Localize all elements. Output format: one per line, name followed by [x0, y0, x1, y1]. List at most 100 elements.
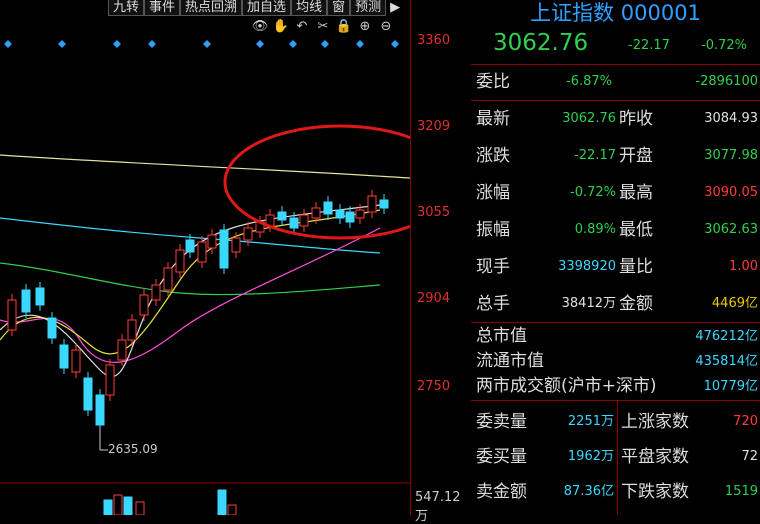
quote-label: 振幅	[476, 220, 510, 240]
ma-line-yellow-long	[0, 154, 411, 179]
quote-panel: 上证指数 000001 3062.76 -22.17 -0.72% 委比 -6.…	[471, 0, 760, 515]
candle-body	[335, 209, 345, 219]
quote-label: 最高	[619, 183, 653, 203]
event-marker	[391, 40, 399, 48]
price-tick: 3360	[417, 33, 451, 48]
quote-value: 3084.93	[704, 111, 758, 126]
quote-label: 量比	[619, 257, 653, 277]
quote-value: -22.17	[574, 148, 616, 163]
add-watchlist-button[interactable]: 加自选	[242, 0, 292, 16]
breadth-label: 委买量	[476, 447, 527, 467]
quote-row: 最新 3062.76 昨收 3084.93	[471, 101, 760, 137]
quote-value: 3077.98	[704, 148, 758, 163]
quote-label: 涨幅	[476, 183, 510, 203]
candle-body	[95, 394, 105, 426]
quote-label: 最新	[476, 109, 510, 129]
scissors-icon[interactable]: ✂	[317, 18, 329, 34]
candle-body	[163, 267, 173, 291]
lock-icon[interactable]: 🔒	[335, 18, 353, 34]
market-label: 总市值	[476, 326, 527, 346]
volume-bar	[113, 494, 123, 516]
event-marker	[289, 40, 297, 48]
volume-bar	[227, 504, 237, 516]
window-button[interactable]: 窗	[327, 0, 351, 16]
event-marker	[148, 40, 156, 48]
event-marker	[321, 40, 329, 48]
event-marker	[356, 40, 364, 48]
candle-body	[151, 284, 161, 301]
event-marker	[113, 40, 121, 48]
quote-value: 3398920	[558, 259, 616, 274]
eye-icon[interactable]: 👁	[251, 18, 269, 34]
quote-value: 3062.63	[704, 222, 758, 237]
zoom-in-icon[interactable]: ⊕	[359, 18, 371, 34]
zoom-out-icon[interactable]: ⊖	[380, 18, 392, 34]
events-button[interactable]: 事件	[144, 0, 181, 16]
weibi-row: 委比 -6.87% -2896100	[471, 64, 760, 100]
quote-row: 现手 3398920 量比 1.00	[471, 249, 760, 285]
market-row: 流通市值 435814亿	[471, 349, 760, 374]
price-change: -22.17	[628, 38, 670, 53]
candle-body	[71, 349, 81, 373]
moving-average-button[interactable]: 均线	[291, 0, 328, 16]
candle-body	[243, 227, 253, 241]
quote-label: 开盘	[619, 146, 653, 166]
price-tick: 3055	[417, 205, 451, 220]
volume-bar	[217, 489, 227, 516]
ma-line-white	[0, 204, 381, 378]
candle-body	[175, 249, 185, 273]
candle-body	[197, 241, 207, 263]
price-tick: 2904	[417, 291, 451, 306]
quote-value: 3062.76	[562, 111, 616, 126]
quote-label: 最低	[619, 220, 653, 240]
ma-line-cyan	[0, 217, 381, 254]
breadth-label: 卖金额	[476, 482, 527, 502]
chart-toolbar: 九转 事件 热点回溯 加自选 均线 窗 预测 ▶	[108, 0, 405, 16]
quote-value: 1.00	[729, 259, 758, 274]
market-row: 总市值 476212亿	[471, 324, 760, 349]
candle-body	[207, 234, 217, 249]
breadth-label: 平盘家数	[621, 447, 689, 467]
quote-label: 金额	[619, 294, 653, 314]
candle-body	[117, 339, 127, 361]
kline-svg	[0, 40, 457, 516]
quote-value: 3090.05	[704, 185, 758, 200]
price-tick: 3209	[417, 119, 451, 134]
breadth-row: 委买量 1962万 平盘家数 72	[471, 439, 760, 475]
price-change-pct: -0.72%	[701, 38, 747, 53]
candle-body	[355, 209, 365, 219]
price-axis: 3360 3209 3055 2904 2750 547.12万	[410, 0, 472, 524]
breadth-row: 委卖量 2251万 上涨家数 720	[471, 404, 760, 440]
undo-icon[interactable]: ↶	[296, 18, 308, 34]
chart-tools: 👁 ✋ ↶ ✂ 🔒 ⊕ ⊖	[252, 18, 394, 34]
candle-body	[185, 239, 195, 253]
volume-bar	[135, 501, 145, 516]
candle-body	[379, 199, 389, 209]
forecast-button[interactable]: 预测	[350, 0, 387, 16]
quote-label: 昨收	[619, 109, 653, 129]
current-price: 3062.76	[493, 30, 589, 56]
candle-body	[7, 299, 17, 331]
breadth-row: 卖金额 87.36亿 下跌家数 1519	[471, 474, 760, 510]
quote-value: 4469亿	[711, 296, 758, 311]
nine-turn-button[interactable]: 九转	[108, 0, 145, 16]
play-icon[interactable]: ▶	[386, 0, 405, 15]
hand-icon[interactable]: ✋	[272, 18, 290, 34]
candle-body	[299, 214, 309, 227]
market-row: 两市成交额(沪市+深市) 10779亿	[471, 374, 760, 399]
breadth-label: 委卖量	[476, 412, 527, 432]
market-value: 476212亿	[695, 329, 758, 344]
kline-chart[interactable]: 2635.09	[0, 0, 457, 516]
candle-body	[323, 201, 333, 215]
candle-body	[21, 289, 31, 313]
candle-body	[139, 294, 149, 316]
quote-row: 总手 38412万 金额 4469亿	[471, 286, 760, 322]
candle-body	[59, 344, 69, 369]
hotspot-review-button[interactable]: 热点回溯	[180, 0, 243, 16]
event-marker	[203, 40, 211, 48]
breadth-value: 72	[741, 449, 758, 464]
candle-body	[289, 217, 299, 229]
ma-line-yellow	[0, 209, 381, 355]
volume-bar	[103, 499, 113, 516]
quote-value: 38412万	[561, 296, 616, 311]
